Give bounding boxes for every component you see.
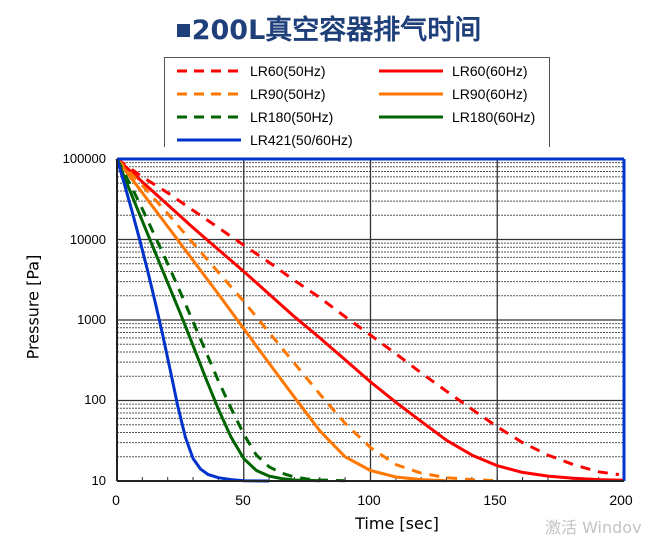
y-tick-label: 10000 (69, 232, 106, 247)
major-gridlines (117, 159, 624, 481)
plot-frame (116, 157, 626, 482)
x-tick-label: 0 (112, 492, 120, 508)
series-line-lr60-60hz (115, 157, 625, 482)
series-line-lr90-60hz (115, 158, 447, 483)
legend-label: LR180(50Hz) (250, 109, 334, 125)
x-tick-label: 200 (609, 492, 633, 508)
legend-item: LR180(60Hz) (377, 107, 535, 127)
legend-item: LR421(50/60Hz) (175, 130, 353, 150)
legend-item: LR60(60Hz) (377, 61, 527, 81)
legend-swatch-dashed-red (177, 69, 241, 73)
legend-label: LR60(50Hz) (250, 63, 326, 79)
legend-item: LR180(50Hz) (175, 107, 333, 127)
activation-watermark: 激活 Windov (545, 518, 642, 537)
x-tick-label: 100 (357, 492, 381, 508)
x-tick-label: 50 (235, 492, 251, 508)
legend-item: LR90(60Hz) (377, 84, 527, 104)
x-tick-label: 150 (483, 492, 507, 508)
x-axis-label: Time [sec] (355, 514, 439, 533)
legend-swatch-solid-orange (379, 92, 443, 96)
series-line-lr180-50hz (115, 158, 346, 483)
y-tick-label: 100 (84, 392, 106, 407)
legend-swatch-solid-red (379, 69, 443, 73)
legend-label: LR90(60Hz) (452, 86, 528, 102)
legend: LR60(50Hz) LR60(60Hz) LR90(50Hz) LR90(60… (164, 57, 550, 150)
series-lines (115, 157, 625, 483)
legend-label: LR421(50/60Hz) (250, 132, 353, 148)
y-axis-label: Pressure [Pa] (23, 254, 43, 360)
y-tick-label: 100000 (62, 151, 106, 166)
legend-swatch-solid-blue (177, 138, 241, 142)
legend-item: LR60(50Hz) (175, 61, 325, 81)
legend-swatch-dashed-orange (177, 92, 241, 96)
legend-label: LR60(60Hz) (452, 63, 528, 79)
chart-title: 200L真空容器排气时间 (0, 8, 658, 47)
series-line-lr60-50hz (116, 157, 620, 477)
series-line-lr90-50hz (115, 157, 498, 483)
y-tick-label: 1000 (77, 312, 106, 327)
title-square-bullet-icon (176, 24, 190, 37)
legend-swatch-solid-green (379, 115, 443, 119)
legend-label: LR180(60Hz) (452, 109, 536, 125)
chart-title-text: 200L真空容器排气时间 (191, 15, 482, 46)
series-line-lr180-60hz (115, 158, 320, 483)
legend-label: LR90(50Hz) (250, 86, 326, 102)
legend-item: LR90(50Hz) (175, 84, 325, 104)
legend-swatch-dashed-green (177, 115, 241, 119)
y-tick-label: 10 (91, 473, 106, 488)
series-line-lr421-50-60hz (115, 158, 270, 483)
